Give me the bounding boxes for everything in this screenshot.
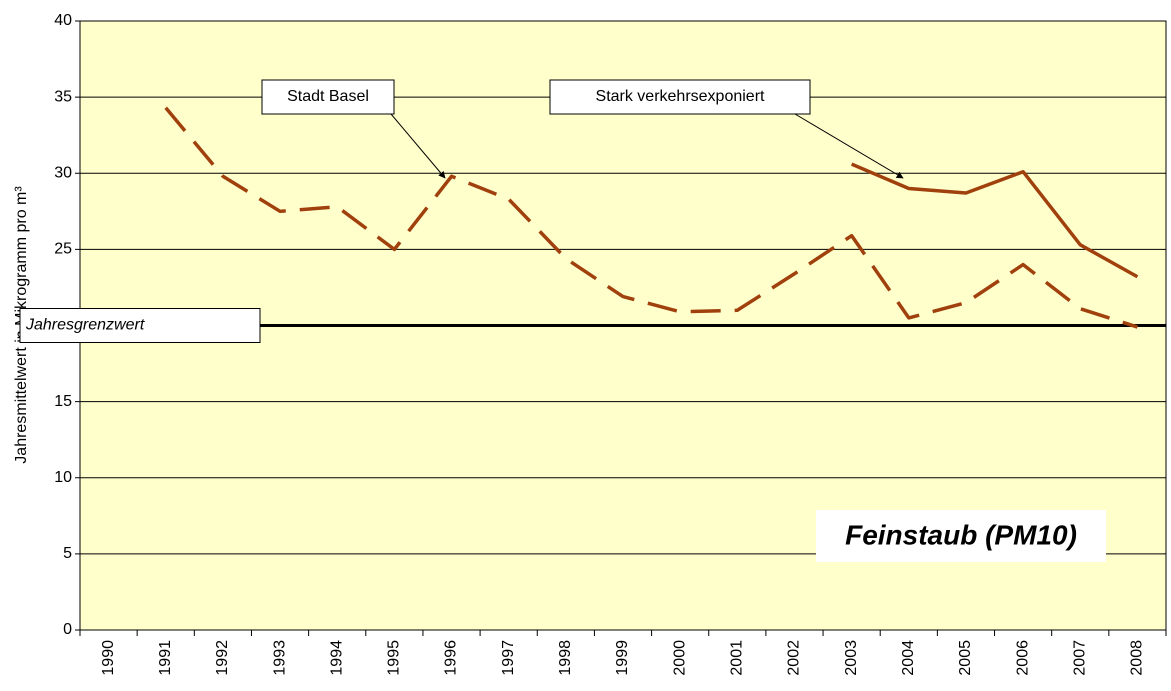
x-tick-label: 2001 — [729, 640, 746, 676]
x-tick-label: 2000 — [671, 640, 688, 676]
x-tick-label: 2006 — [1014, 640, 1031, 676]
x-tick-label: 1991 — [157, 640, 174, 676]
y-tick-label: 5 — [63, 545, 72, 562]
legend-label: Stadt Basel — [287, 88, 369, 105]
x-tick-label: 1992 — [214, 640, 231, 676]
x-tick-label: 2005 — [957, 640, 974, 676]
x-tick-label: 1996 — [443, 640, 460, 676]
y-tick-label: 10 — [54, 469, 72, 486]
x-tick-label: 1995 — [386, 640, 403, 676]
callout-arrow — [390, 113, 446, 179]
x-tick-label: 2008 — [1129, 640, 1146, 676]
series-line — [850, 162, 1139, 279]
y-tick-label: 30 — [54, 164, 72, 181]
x-tick-label: 2003 — [843, 640, 860, 676]
x-tick-label: 1999 — [614, 640, 631, 676]
callout-arrow — [794, 113, 904, 179]
threshold-label-box — [19, 308, 261, 343]
y-tick-label: 0 — [63, 621, 72, 638]
y-tick-label: 25 — [54, 241, 72, 258]
x-tick-label: 1998 — [557, 640, 574, 676]
x-tick-label: 1993 — [271, 640, 288, 676]
x-tick-label: 2007 — [1071, 640, 1088, 676]
threshold-label: Jahresgrenzwert — [25, 317, 145, 334]
x-tick-label: 2002 — [786, 640, 803, 676]
x-tick-label: 1997 — [500, 640, 517, 676]
chart-title: Feinstaub (PM10) — [845, 519, 1077, 550]
title-box — [816, 510, 1106, 562]
x-tick-label: 1990 — [100, 640, 117, 676]
legend-box — [549, 79, 811, 115]
x-tick-label: 2004 — [900, 640, 917, 676]
legend-box — [261, 79, 395, 115]
x-tick-label: 1994 — [328, 640, 345, 676]
y-tick-label: 35 — [54, 88, 72, 105]
y-tick-label: 40 — [54, 12, 72, 29]
series-line — [164, 106, 1138, 329]
y-tick-label: 15 — [54, 393, 72, 410]
legend-label: Stark verkehrsexponiert — [596, 88, 766, 105]
